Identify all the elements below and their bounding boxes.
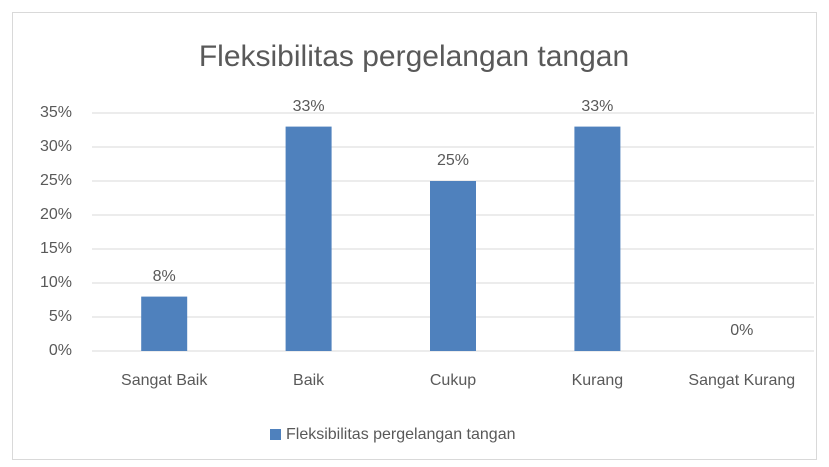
- x-tick-label: Sangat Kurang: [688, 372, 795, 389]
- x-tick-label: Sangat Baik: [121, 372, 208, 389]
- x-tick-label: Cukup: [430, 372, 476, 389]
- y-tick-label: 25%: [40, 172, 72, 189]
- data-label: 33%: [581, 98, 613, 115]
- x-tick-label: Baik: [293, 372, 325, 389]
- data-label: 33%: [293, 98, 325, 115]
- y-tick-label: 20%: [40, 206, 72, 223]
- y-tick-label: 10%: [40, 274, 72, 291]
- bar: [430, 181, 476, 351]
- bar: [574, 126, 621, 351]
- bar: [141, 296, 188, 351]
- bar: [285, 126, 332, 351]
- legend-swatch: [270, 429, 281, 440]
- x-tick-label: Kurang: [572, 372, 624, 389]
- y-tick-label: 5%: [49, 308, 72, 325]
- y-tick-label: 30%: [40, 138, 72, 155]
- data-label: 8%: [153, 268, 176, 285]
- chart-border: [12, 12, 817, 460]
- legend-label: Fleksibilitas pergelangan tangan: [286, 426, 515, 443]
- data-label: 0%: [730, 322, 753, 339]
- y-tick-label: 35%: [40, 104, 72, 121]
- data-label: 25%: [437, 152, 469, 169]
- chart-title: Fleksibilitas pergelangan tangan: [199, 40, 629, 73]
- y-tick-label: 0%: [49, 342, 72, 359]
- y-tick-label: 15%: [40, 240, 72, 257]
